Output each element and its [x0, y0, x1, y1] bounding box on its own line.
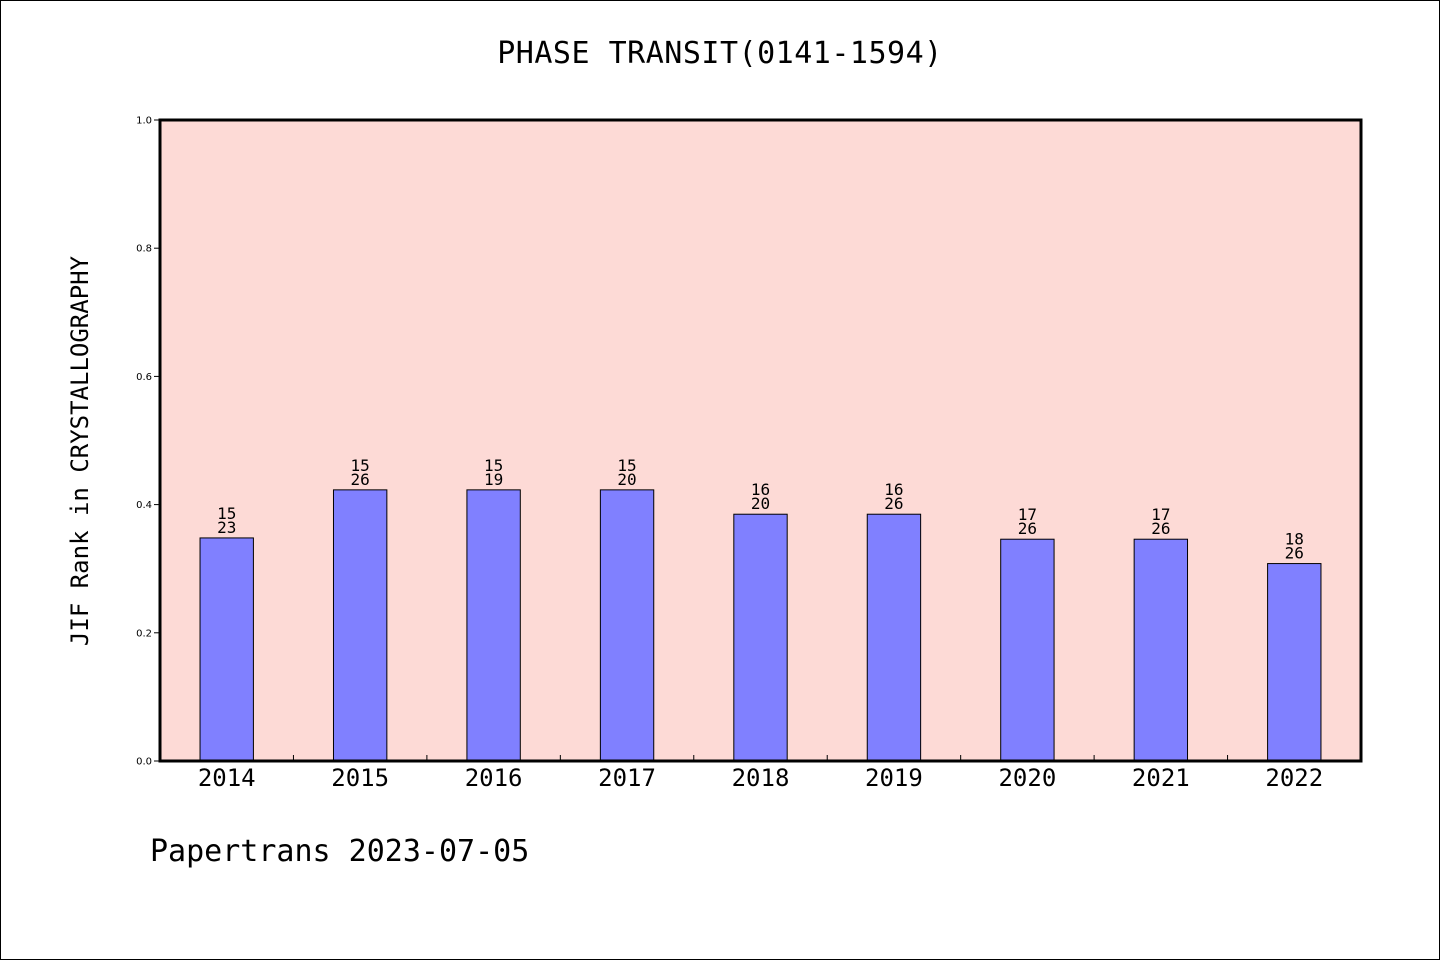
y-axis: 0.0 0.2 0.4 0.6 0.8 1.0	[136, 116, 160, 768]
x-tick-label: 2017	[598, 764, 656, 792]
x-tick-label: 2022	[1265, 764, 1323, 792]
bar-rank-top-label: 16	[884, 480, 903, 499]
bar-2019	[866, 513, 922, 762]
y-tick-label: 0.8	[136, 244, 152, 255]
x-tick-label: 2014	[198, 764, 256, 792]
bar-rank-top-label: 18	[1285, 530, 1304, 549]
bar-rank-bottom-label: 20	[617, 470, 636, 489]
bar-rank-top-label: 17	[1151, 505, 1170, 524]
x-tick-label: 2020	[998, 764, 1056, 792]
x-tick-label: 2015	[331, 764, 389, 792]
bar-2017	[599, 489, 655, 762]
bar-rank-bottom-label: 26	[884, 494, 903, 513]
x-tick-label: 2018	[732, 764, 790, 792]
bar-2015	[332, 489, 388, 762]
bar-rank-bottom-label: 23	[217, 518, 236, 537]
x-tick-label: 2016	[465, 764, 523, 792]
footer-watermark: Papertrans 2023-07-05	[150, 834, 530, 869]
x-tick-label: 2021	[1132, 764, 1190, 792]
chart-title: PHASE TRANSIT(0141-1594)	[497, 36, 943, 71]
bar-rank-bottom-label: 26	[1018, 519, 1037, 538]
x-axis: 2014 2015 2016 2017 2018 2019 2020 2021 2022	[198, 755, 1323, 792]
bar-2020	[1000, 538, 1055, 762]
bar-rank-bottom-label: 26	[1285, 544, 1304, 563]
bar-2021	[1133, 538, 1189, 762]
bar-rank-top-label: 15	[617, 456, 636, 475]
x-tick-label: 2019	[865, 764, 923, 792]
bar-rank-bottom-label: 19	[484, 470, 503, 489]
bar-2018	[733, 513, 788, 762]
bar-rank-bottom-label: 26	[1151, 519, 1170, 538]
bar-rank-top-label: 16	[751, 480, 770, 499]
bar-2022	[1267, 563, 1322, 762]
bar-rank-top-label: 17	[1018, 505, 1037, 524]
bar-2014	[199, 537, 254, 762]
y-tick-label: 0.6	[136, 372, 152, 383]
bar-rank-top-label: 15	[484, 456, 503, 475]
bar-rank-top-label: 15	[351, 456, 370, 475]
bar-2016	[466, 489, 521, 762]
plot-border	[158, 118, 1363, 763]
y-tick-label: 0.0	[136, 757, 152, 768]
y-tick-label: 0.4	[136, 500, 152, 511]
y-tick-label: 0.2	[136, 628, 152, 639]
bar-rank-bottom-label: 20	[751, 494, 770, 513]
y-tick-label: 1.0	[136, 116, 152, 127]
bars	[199, 489, 1322, 762]
bar-rank-bottom-label: 26	[351, 470, 370, 489]
bar-rank-top-label: 15	[217, 504, 236, 523]
